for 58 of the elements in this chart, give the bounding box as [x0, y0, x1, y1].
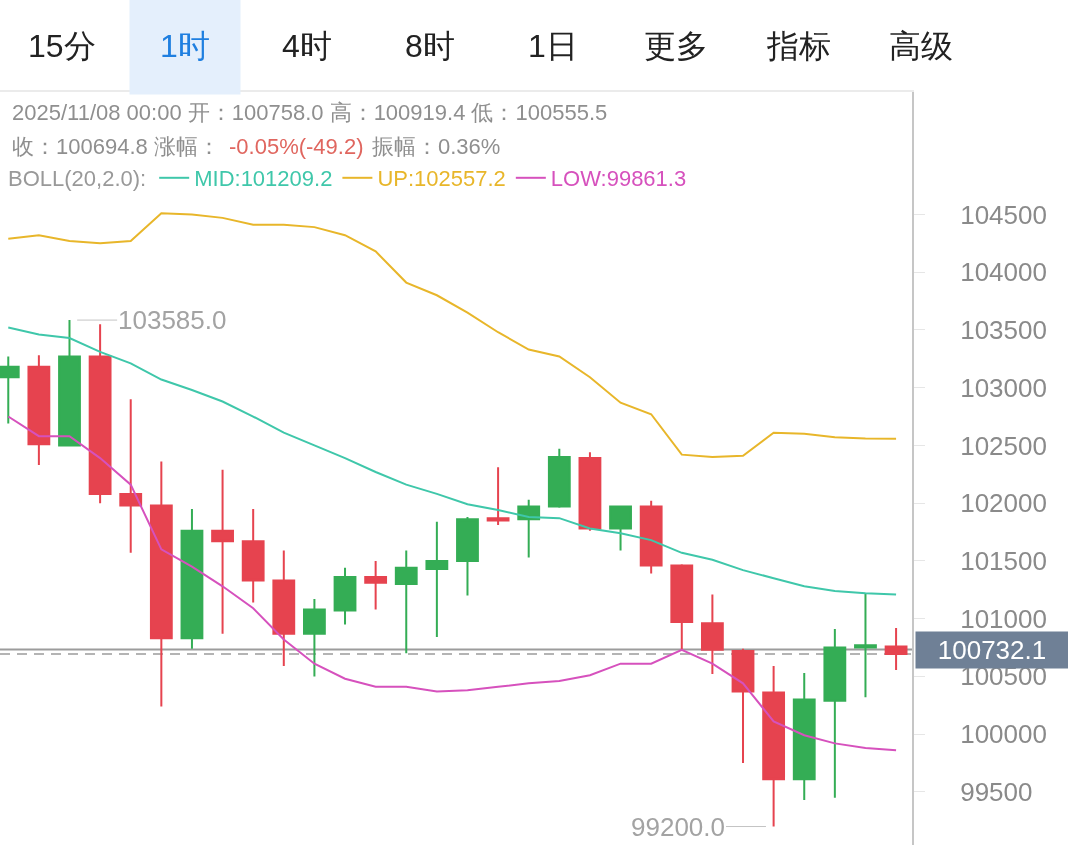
- candlestick: [792, 671, 816, 801]
- y-tick-label: 101000: [960, 603, 1047, 634]
- line-series: [7, 212, 898, 458]
- y-tick-label: 99500: [960, 776, 1033, 807]
- candlestick: [394, 549, 418, 655]
- legend-title: BOLL(20,2.0):: [8, 165, 147, 191]
- legend-label: MID:101209.2: [194, 166, 333, 192]
- candlestick: [149, 460, 173, 708]
- candlestick: [854, 592, 877, 699]
- candlestick: [303, 598, 326, 678]
- y-tick-label: 103000: [960, 372, 1047, 403]
- annotation: 振幅：0.36%: [372, 134, 501, 159]
- candlestick: [884, 626, 908, 671]
- ref-line-label: 100732.1: [937, 635, 1047, 665]
- y-tick-label: 104500: [960, 199, 1047, 230]
- annotation: -0.05%(-49.2): [229, 134, 364, 159]
- candlestick: [88, 323, 112, 505]
- text: 更多: [644, 28, 708, 64]
- candlestick: [456, 516, 479, 597]
- legend-label: LOW:99861.3: [550, 166, 687, 192]
- text: 指标: [766, 28, 831, 64]
- candlestick: [547, 447, 571, 509]
- candlestick: [700, 593, 724, 676]
- candlestick: [364, 559, 388, 611]
- text: 15分: [28, 28, 96, 64]
- legend-label: UP:102557.2: [377, 166, 506, 192]
- candlestick: [731, 647, 755, 764]
- y-tick-label: 102500: [960, 430, 1047, 461]
- candlestick: [762, 664, 786, 828]
- candlestick: [486, 466, 510, 527]
- y-tick-label: 103500: [960, 315, 1047, 346]
- annotation: 99200.0: [631, 812, 725, 842]
- text: 1时: [160, 28, 210, 64]
- candlestick: [241, 507, 265, 604]
- candlestick: [823, 628, 847, 799]
- text: 1日: [528, 28, 578, 64]
- text: 8时: [405, 28, 455, 64]
- candlestick: [425, 520, 449, 639]
- y-tick-label: 102000: [960, 488, 1047, 519]
- candlestick: [639, 499, 663, 575]
- y-tick-label: 104000: [960, 257, 1047, 288]
- y-tick-label: 101500: [960, 545, 1047, 576]
- candlestick: [272, 549, 296, 667]
- candlestick: [211, 468, 234, 635]
- candlestick: [609, 504, 632, 552]
- candlestick: [27, 354, 51, 467]
- candlestick: [180, 507, 204, 650]
- annotation: 103585.0: [118, 305, 227, 335]
- candlestick: [58, 319, 81, 447]
- text: 高级: [889, 28, 953, 64]
- annotation: 收：100694.8 涨幅：: [12, 134, 220, 159]
- candlestick: [670, 563, 694, 651]
- y-tick-label: 100000: [960, 719, 1047, 750]
- line-series: [7, 415, 898, 752]
- candlestick: [119, 398, 143, 554]
- candlestick: [333, 566, 357, 626]
- text: 4时: [282, 28, 332, 64]
- annotation: 2025/11/08 00:00 开：100758.0 高：100919.4 低：100555.5: [12, 100, 608, 125]
